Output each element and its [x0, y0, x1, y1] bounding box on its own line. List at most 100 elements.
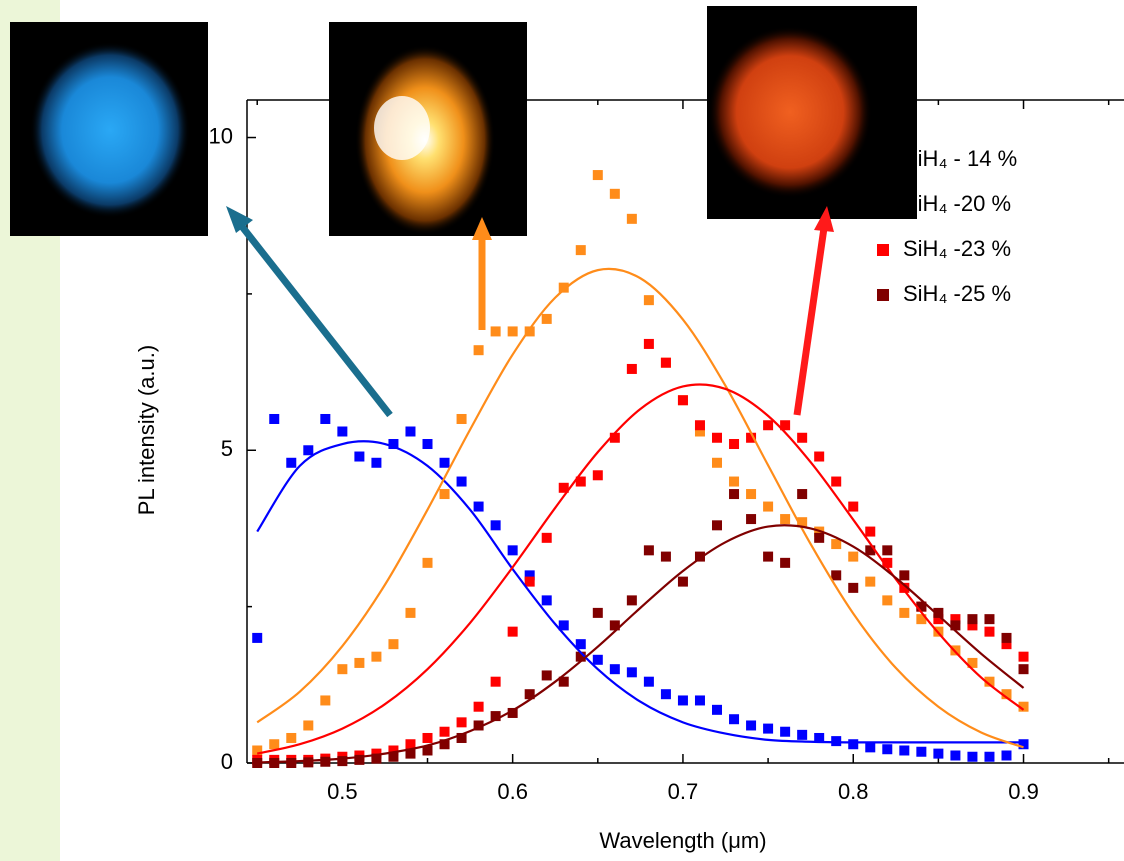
data-point	[643, 338, 654, 349]
data-point	[712, 520, 723, 531]
data-point	[746, 432, 757, 443]
data-point	[882, 557, 893, 568]
data-point	[746, 489, 757, 500]
data-point	[405, 426, 416, 437]
data-point	[865, 526, 876, 537]
data-point	[882, 545, 893, 556]
data-point	[592, 170, 603, 181]
x-tick-label: 0.7	[668, 779, 699, 804]
legend-marker	[877, 289, 889, 301]
data-point	[456, 732, 467, 743]
data-point	[575, 651, 586, 662]
data-point	[677, 576, 688, 587]
fit-line	[257, 524, 1025, 764]
data-point	[1018, 739, 1029, 750]
data-point	[797, 432, 808, 443]
data-point	[1018, 664, 1029, 675]
legend-label: SiH₄ - 14 %	[903, 146, 1017, 171]
data-point	[507, 545, 518, 556]
data-point	[712, 704, 723, 715]
data-point	[320, 695, 331, 706]
data-point	[916, 601, 927, 612]
data-point	[746, 514, 757, 525]
data-point	[729, 714, 740, 725]
data-point	[405, 748, 416, 759]
data-point	[473, 345, 484, 356]
data-point	[337, 664, 348, 675]
data-point	[439, 457, 450, 468]
data-point	[729, 489, 740, 500]
data-point	[269, 413, 280, 424]
data-point	[490, 326, 501, 337]
data-point	[456, 717, 467, 728]
data-point	[899, 570, 910, 581]
data-point	[984, 676, 995, 687]
data-point	[592, 607, 603, 618]
data-point	[694, 426, 705, 437]
data-point	[984, 614, 995, 625]
data-point	[303, 445, 314, 456]
data-point	[609, 664, 620, 675]
data-point	[524, 576, 535, 587]
data-point	[643, 295, 654, 306]
x-axis-label: Wavelength (μm)	[599, 828, 766, 853]
data-point	[320, 756, 331, 767]
y-tick-label: 0	[221, 749, 233, 774]
data-point	[933, 607, 944, 618]
arrow-red	[793, 206, 834, 416]
data-point	[848, 739, 859, 750]
data-point	[439, 726, 450, 737]
photo-blue	[10, 22, 208, 236]
data-point	[507, 626, 518, 637]
data-point	[541, 532, 552, 543]
data-point	[984, 626, 995, 637]
arrow-blue	[226, 206, 393, 418]
data-point	[371, 753, 382, 764]
data-point	[882, 595, 893, 606]
data-point	[814, 732, 825, 743]
data-point	[660, 689, 671, 700]
data-point	[797, 489, 808, 500]
data-point	[865, 742, 876, 753]
data-point	[405, 607, 416, 618]
data-point	[558, 482, 569, 493]
data-point	[848, 582, 859, 593]
arrow-orange	[472, 217, 492, 330]
data-point	[626, 667, 637, 678]
data-point	[524, 326, 535, 337]
data-point	[252, 758, 263, 768]
fit-line	[256, 267, 1024, 749]
data-point	[763, 420, 774, 431]
data-point	[694, 420, 705, 431]
data-point	[712, 432, 723, 443]
data-point	[337, 756, 348, 767]
data-point	[1001, 639, 1012, 650]
data-point	[1001, 632, 1012, 643]
data-point	[388, 745, 399, 756]
data-point	[916, 614, 927, 625]
data-point	[950, 620, 961, 631]
data-point	[643, 676, 654, 687]
data-point	[473, 701, 484, 712]
data-point	[694, 551, 705, 562]
data-point	[831, 539, 842, 550]
data-point	[507, 707, 518, 718]
data-point	[643, 545, 654, 556]
data-point	[558, 620, 569, 631]
data-point	[882, 744, 893, 755]
x-tick-label: 0.8	[838, 779, 869, 804]
photo-orange	[329, 22, 527, 236]
data-point	[950, 750, 961, 761]
data-point	[371, 748, 382, 759]
data-point	[967, 657, 978, 668]
data-point	[541, 595, 552, 606]
data-point	[422, 745, 433, 756]
data-point	[694, 695, 705, 706]
data-point	[865, 576, 876, 587]
data-point	[286, 758, 297, 768]
legend-marker	[877, 244, 889, 256]
data-point	[252, 745, 263, 756]
data-point	[984, 751, 995, 762]
data-point	[626, 363, 637, 374]
data-point	[388, 751, 399, 762]
